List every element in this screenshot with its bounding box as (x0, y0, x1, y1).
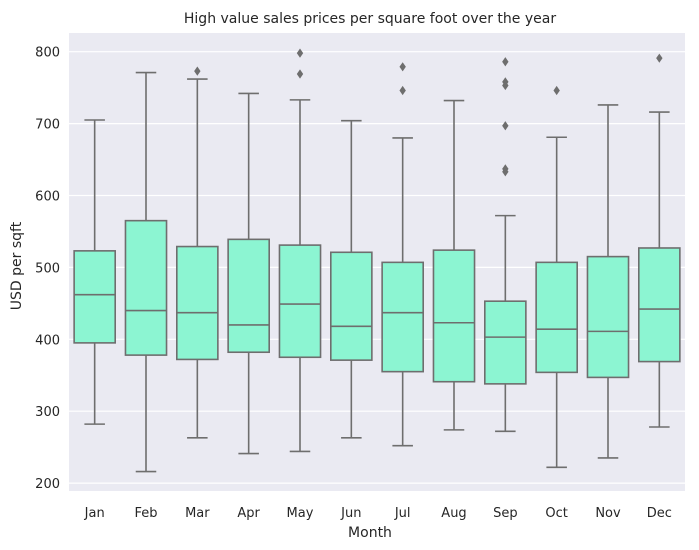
box-iqr (73, 250, 116, 344)
plot-area (69, 33, 685, 491)
outlier-point (296, 48, 304, 58)
y-tick-label: 500 (35, 261, 60, 276)
box-sep (483, 57, 527, 433)
y-tick-label: 600 (35, 189, 60, 204)
box-jan (73, 119, 116, 425)
x-tick-label: Mar (185, 506, 210, 521)
outlier-point (502, 57, 509, 67)
box-nov (586, 104, 630, 459)
x-tick-label: Nov (595, 506, 621, 521)
box-feb (124, 71, 168, 473)
box-iqr (329, 251, 373, 361)
x-tick-label: Jun (340, 506, 361, 521)
outlier-point (296, 69, 304, 79)
box-iqr (176, 245, 219, 361)
gridlines (69, 51, 685, 484)
x-tick-label: Sep (493, 506, 518, 521)
box-iqr (432, 249, 476, 383)
outlier-point (656, 53, 663, 63)
x-tick-label: Apr (237, 506, 260, 521)
box-iqr (124, 219, 168, 356)
box-oct (535, 85, 579, 469)
y-tick-label: 200 (35, 477, 60, 492)
x-tick-label: Aug (441, 506, 466, 521)
x-tick-label: Oct (545, 506, 567, 521)
y-tick-label: 300 (35, 405, 60, 420)
x-tick-label: Dec (647, 506, 672, 521)
outlier-point (399, 62, 406, 72)
outlier-point (553, 85, 560, 96)
y-axis-ticks: 200 300 400 500 600 700 800 (35, 46, 60, 492)
box-iqr (637, 247, 681, 363)
x-tick-label: Feb (134, 506, 157, 521)
box-iqr (535, 261, 579, 374)
outlier-point (502, 121, 509, 131)
box-jul (381, 62, 424, 447)
box-mar (176, 66, 219, 439)
x-tick-label: Jul (394, 506, 411, 521)
x-tick-label: May (287, 506, 314, 521)
box-iqr (381, 261, 424, 373)
x-tick-label: Jan (84, 506, 105, 521)
y-tick-label: 700 (35, 118, 60, 133)
y-tick-label: 800 (35, 46, 60, 61)
box-series (73, 48, 681, 473)
box-aug (432, 99, 476, 431)
outlier-point (194, 66, 201, 76)
box-iqr (278, 244, 322, 359)
x-axis-ticks: Jan Feb Mar Apr May Jun Jul Aug Sep Oct Nov Dec (84, 506, 672, 521)
outlier-point (502, 77, 509, 87)
box-may (278, 48, 322, 453)
box-dec (637, 53, 681, 428)
box-iqr (227, 238, 270, 354)
box-iqr (483, 300, 527, 385)
outlier-point (399, 85, 406, 96)
y-tick-label: 400 (35, 333, 60, 348)
outlier-point (502, 164, 509, 174)
box-jun (329, 119, 373, 439)
box-apr (227, 92, 270, 455)
x-axis-label: Month (348, 525, 392, 541)
y-axis-label: USD per sqft (9, 221, 25, 310)
box-iqr (586, 255, 630, 379)
chart-title: High value sales prices per square foot … (184, 11, 556, 27)
